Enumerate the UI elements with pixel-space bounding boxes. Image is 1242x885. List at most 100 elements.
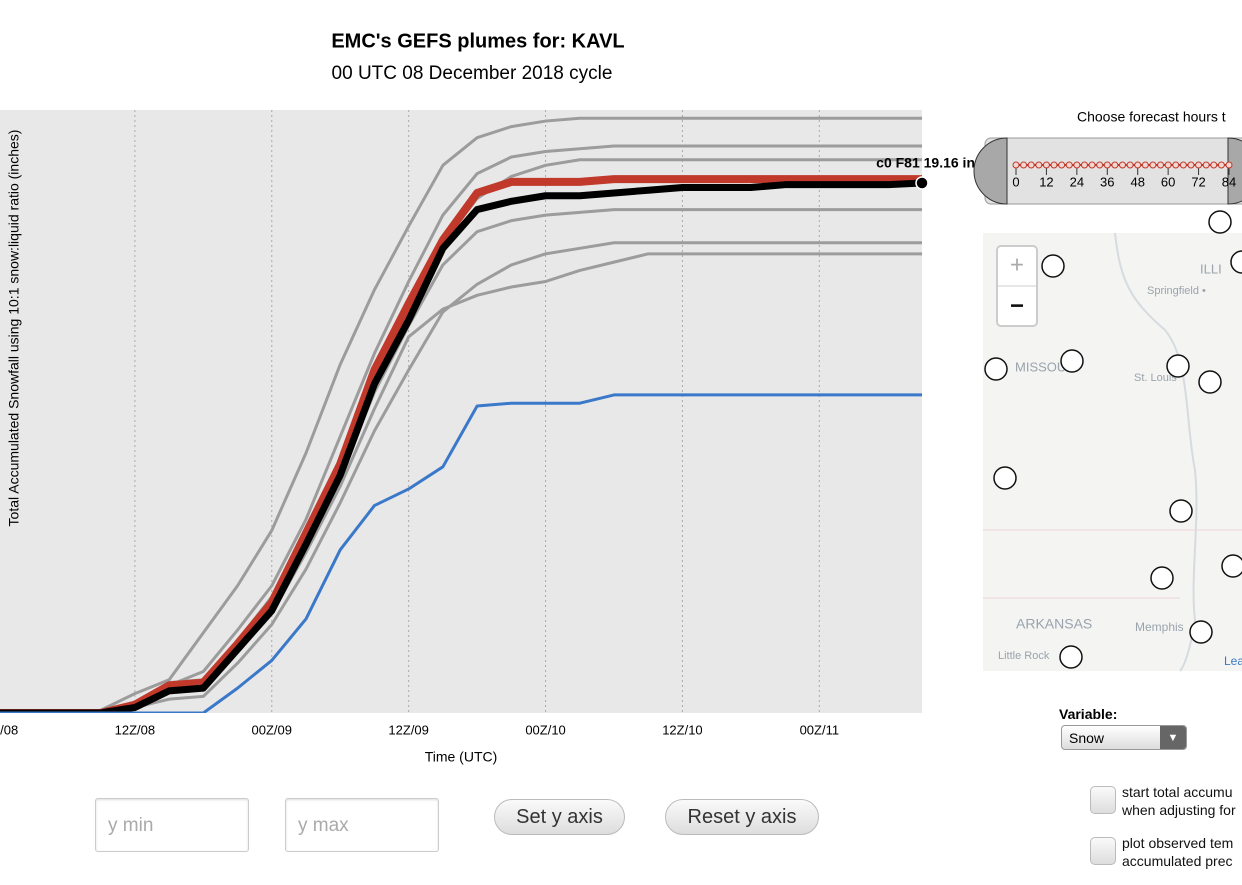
slider-stop (1042, 161, 1050, 169)
variable-value: Snow (1069, 730, 1105, 746)
station-marker[interactable] (1221, 554, 1242, 578)
x-axis-label: Time (UTC) (425, 749, 498, 765)
zoom-in[interactable]: + (1010, 251, 1024, 278)
slider-tick-label: 84 (1222, 174, 1236, 189)
station-marker[interactable] (1189, 620, 1213, 644)
x-tick-label: 12Z/08 (115, 722, 155, 737)
slider-stop (1195, 161, 1203, 169)
zoom-out[interactable]: − (1010, 292, 1024, 319)
slider-stop (1134, 161, 1142, 169)
plot-area (0, 110, 922, 713)
slider-tick-label: 12 (1039, 174, 1053, 189)
reset-y-button[interactable]: Reset y axis (665, 799, 819, 835)
map-label: ILLI (1200, 261, 1222, 276)
slider-stop (1164, 161, 1172, 169)
series-line (0, 179, 922, 713)
series-line (0, 393, 922, 713)
slider-handle[interactable] (973, 137, 1008, 205)
map-label: Memphis (1135, 620, 1184, 634)
set-y-button[interactable]: Set y axis (494, 799, 625, 835)
slider-stop (1088, 161, 1096, 169)
x-tick-label: 00Z/11 (800, 722, 840, 737)
station-marker[interactable] (1150, 566, 1174, 590)
station-marker[interactable] (1169, 499, 1193, 523)
map-label: Springfield • (1147, 285, 1206, 297)
series-line (0, 116, 922, 713)
y-max-input[interactable]: y max (285, 798, 439, 852)
slider-stop (1035, 161, 1043, 169)
x-tick-label: 00Z/08 (0, 722, 18, 737)
slider-stop (1058, 161, 1066, 169)
slider-stop (1096, 161, 1104, 169)
river (1114, 232, 1198, 672)
checkbox[interactable] (1090, 786, 1116, 814)
slider-stop (1111, 161, 1119, 169)
checkbox-label-line: when adjusting for (1122, 802, 1236, 818)
checkbox[interactable] (1090, 837, 1116, 865)
series-line (0, 175, 922, 713)
station-marker[interactable] (1230, 250, 1242, 274)
station-marker[interactable] (1041, 254, 1065, 278)
checkbox-label: plot observed tem accumulated prec (1122, 834, 1233, 870)
slider-title: Choose forecast hours t (1077, 109, 1226, 125)
x-tick-label: 00Z/10 (525, 722, 565, 737)
station-marker[interactable] (984, 357, 1008, 381)
variable-label: Variable: (1059, 706, 1118, 722)
station-marker[interactable] (993, 466, 1017, 490)
slider-stop (1050, 161, 1058, 169)
x-tick-label: 00Z/09 (252, 722, 292, 737)
chart-title: EMC's GEFS plumes for: KAVL (331, 30, 624, 52)
slider-stop (1012, 161, 1020, 169)
series-line (0, 241, 922, 713)
station-marker[interactable] (1208, 210, 1232, 234)
slider-stop (1141, 161, 1149, 169)
hover-point (915, 176, 929, 190)
slider-tick-label: 48 (1130, 174, 1144, 189)
slider-stop (1217, 161, 1225, 169)
slider-stop (1027, 161, 1035, 169)
slider-stop (1065, 161, 1073, 169)
variable-select[interactable]: Snow ▼ (1061, 725, 1187, 750)
checkbox-label-line: accumulated prec (1122, 853, 1233, 869)
map-label: St. Louis (1134, 372, 1177, 384)
select-arrow: ▼ (1160, 726, 1186, 749)
x-tick-label: 12Z/09 (388, 722, 428, 737)
checkbox-label-line: plot observed tem (1122, 835, 1234, 851)
slider-stop (1172, 161, 1180, 169)
checkbox-label: start total accumu when adjusting for (1122, 783, 1236, 819)
slider-stop (1202, 161, 1210, 169)
slider-stop (1073, 161, 1081, 169)
station-marker[interactable] (1166, 354, 1190, 378)
slider-stop (1080, 161, 1088, 169)
slider-tick-label: 72 (1191, 174, 1205, 189)
tooltip: c0 F81 19.16 in (876, 155, 975, 171)
map-label: Little Rock (998, 650, 1050, 662)
slider-stop (1149, 161, 1157, 169)
slider-track (984, 137, 1242, 205)
slider-stop (1126, 161, 1134, 169)
y-axis-label: Total Accumulated Snowfall using 10:1 sn… (6, 130, 22, 527)
chart-subtitle: 00 UTC 08 December 2018 cycle (332, 63, 613, 84)
slider-tick-label: 24 (1070, 174, 1084, 189)
slider-tick-label: 0 (1012, 174, 1019, 189)
slider-stop (1020, 161, 1028, 169)
slider-stop (1187, 161, 1195, 169)
slider-handle[interactable] (1227, 137, 1242, 205)
map-attribution[interactable]: Lea (1224, 654, 1242, 668)
slider-tick-label: 60 (1161, 174, 1175, 189)
station-marker[interactable] (1198, 370, 1222, 394)
x-tick-label: 12Z/10 (662, 722, 702, 737)
slider-stop (1179, 161, 1187, 169)
checkbox-label-line: start total accumu (1122, 784, 1233, 800)
station-marker[interactable] (1059, 645, 1083, 669)
slider-stop (1157, 161, 1165, 169)
slider-stop (1119, 161, 1126, 169)
slider-stop (1210, 161, 1218, 169)
slider-stop (1225, 161, 1233, 169)
station-marker[interactable] (1060, 349, 1084, 373)
map-label: ARKANSAS (1016, 616, 1092, 632)
slider-stop (1103, 161, 1111, 169)
y-min-input[interactable]: y min (95, 798, 249, 852)
